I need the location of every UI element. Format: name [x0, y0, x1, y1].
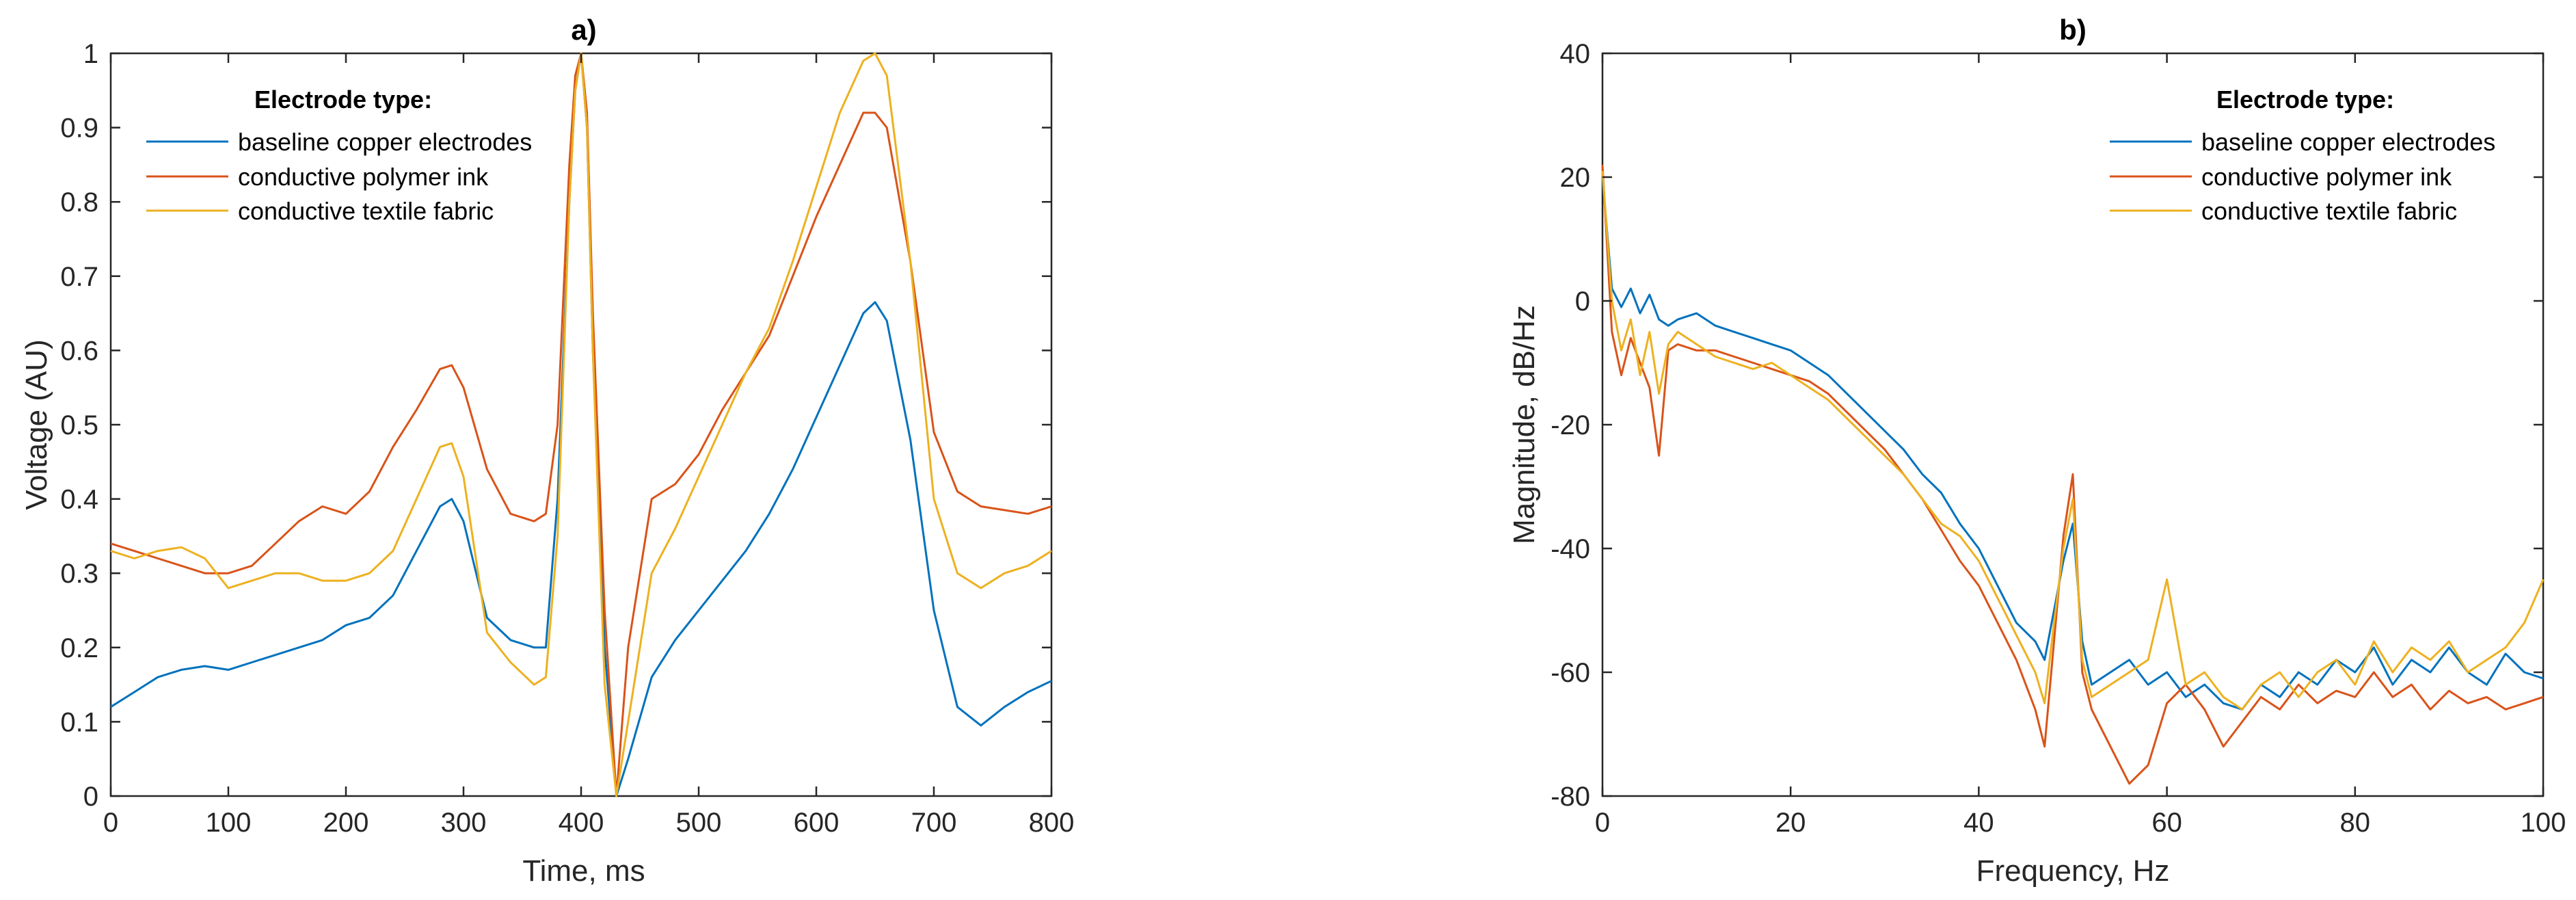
panel-b-y-tick-label: -80: [1551, 782, 1590, 812]
panel-b-legend-label-2: conductive polymer ink: [2201, 163, 2452, 191]
panel-a-x-ticks: 0 100 200 300 400 500 600 700 800: [103, 53, 1075, 838]
panel-b: b) 0 20 40 60 80 100 -80 -60 -40 -20 0 20 40 Freque…: [1507, 14, 2566, 888]
panel-b-y-tick-label: 20: [1560, 163, 1591, 193]
panel-b-title: b): [2059, 14, 2087, 46]
panel-b-legend-label-3: conductive textile fabric: [2201, 197, 2457, 225]
panel-a-legend-label-1: baseline copper electrodes: [238, 128, 532, 156]
panel-a-y-tick-label: 0.8: [60, 187, 98, 217]
panel-b-x-ticks: 0 20 40 60 80 100: [1595, 53, 2566, 838]
panel-a-x-tick-label: 600: [794, 808, 840, 838]
panel-a-y-ticks: 0 0.1 0.2 0.3 0.4 0.5 0.6 0.7 0.8 0.9 1: [60, 39, 1051, 812]
panel-a-x-tick-label: 700: [911, 808, 957, 838]
panel-b-y-tick-label: -40: [1551, 534, 1590, 564]
panel-a-y-axis-label: Voltage (AU): [20, 339, 53, 509]
panel-b-y-tick-label: 40: [1560, 39, 1591, 69]
panel-a-legend-label-3: conductive textile fabric: [238, 197, 494, 225]
panel-a-legend-label-2: conductive polymer ink: [238, 163, 489, 191]
panel-a-y-tick-label: 0.3: [60, 559, 98, 589]
panel-b-x-tick-label: 100: [2521, 808, 2566, 838]
panel-a-legend-title: Electrode type:: [254, 85, 432, 114]
panel-a-x-tick-label: 500: [676, 808, 722, 838]
panel-b-series-line-3: [1601, 170, 2545, 711]
panel-b-x-tick-label: 40: [1963, 808, 1994, 838]
panel-a-y-tick-label: 0.9: [60, 114, 98, 144]
panel-a-y-tick-label: 0.2: [60, 633, 98, 663]
panel-b-y-tick-label: -20: [1551, 410, 1590, 440]
panel-a: a) 0 100 200 300 400 500 600 700 800 00.10.20.30…: [20, 14, 1074, 888]
panel-b-x-tick-label: 60: [2151, 808, 2182, 838]
panel-b-x-tick-label: 0: [1595, 808, 1610, 838]
panel-b-x-tick-label: 80: [2340, 808, 2371, 838]
panel-a-x-tick-label: 200: [323, 808, 369, 838]
panel-a-y-tick-label: 0.7: [60, 262, 98, 292]
panel-a-x-axis-label: Time, ms: [522, 854, 645, 888]
panel-b-legend: Electrode type: baseline copper electrod…: [2110, 85, 2495, 225]
panel-a-y-tick-label: 0.1: [60, 707, 98, 737]
panel-a-x-tick-label: 800: [1029, 808, 1075, 838]
panel-b-legend-title: Electrode type:: [2216, 85, 2394, 114]
panel-b-y-tick-label: 0: [1575, 287, 1590, 317]
panel-b-x-tick-label: 20: [1775, 808, 1806, 838]
panel-a-y-tick-label: 0.6: [60, 336, 98, 366]
panel-a-y-tick-label: 0.4: [60, 485, 98, 515]
panel-a-x-tick-label: 0: [103, 808, 118, 838]
panel-b-y-ticks: -80 -60 -40 -20 0 20 40: [1551, 39, 2543, 812]
panel-a-y-tick-label: 0: [83, 782, 98, 812]
panel-a-x-tick-label: 300: [441, 808, 487, 838]
panel-a-legend: Electrode type: baseline copper electrod…: [146, 85, 532, 225]
panel-a-x-tick-label: 100: [206, 808, 252, 838]
panel-b-x-axis-label: Frequency, Hz: [1976, 854, 2170, 888]
panel-b-lines: [1601, 164, 2545, 785]
panel-b-y-tick-label: -60: [1551, 658, 1590, 688]
panel-a-y-tick-label: 0.5: [60, 410, 98, 440]
panel-a-y-tick-label: 1: [83, 39, 98, 69]
panel-b-legend-label-1: baseline copper electrodes: [2201, 128, 2495, 156]
panel-a-title: a): [571, 14, 596, 46]
panel-a-x-tick-label: 400: [559, 808, 604, 838]
panel-b-y-axis-label: Magnitude, dB/Hz: [1507, 305, 1541, 544]
panel-b-series-line-1: [1601, 176, 2544, 711]
